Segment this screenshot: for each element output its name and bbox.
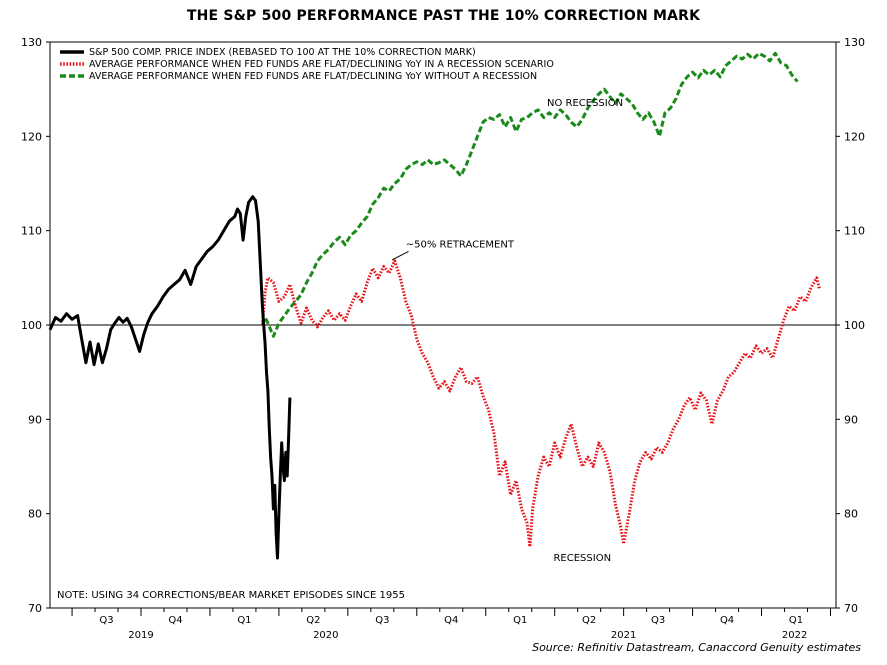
x-quarter-label: Q4 [444,615,458,626]
annotations: NO RECESSION ~50% RETRACEMENT RECESSION [391,98,623,564]
series-line-1 [260,259,821,549]
series-layer [48,51,821,560]
chart-note: NOTE: USING 34 CORRECTIONS/BEAR MARKET E… [57,590,405,601]
x-quarter-label: Q1 [237,615,251,626]
y-tick-label-right: 110 [844,225,865,238]
x-quarter-label: Q1 [513,615,527,626]
y-tick-label-right: 120 [844,130,865,143]
legend-label-0: S&P 500 COMP. PRICE INDEX (REBASED TO 10… [89,47,476,58]
x-year-label: 2021 [611,630,636,641]
x-quarter-label: Q2 [582,615,596,626]
legend-label-1: AVERAGE PERFORMANCE WHEN FED FUNDS ARE F… [89,59,554,70]
x-year-label: 2020 [313,630,338,641]
annotation-no-recession: NO RECESSION [547,98,623,109]
x-quarter-label: Q1 [789,615,803,626]
x-year-label: 2022 [782,630,807,641]
annotation-retracement: ~50% RETRACEMENT [406,240,515,251]
y-tick-label-right: 100 [844,319,865,332]
x-quarter-label: Q4 [720,615,734,626]
y-tick-label-left: 90 [28,413,42,426]
x-quarter-label: Q3 [99,615,113,626]
y-tick-label-right: 130 [844,36,865,49]
gridlines [49,41,837,609]
x-quarter-label: Q3 [375,615,389,626]
y-tick-label-left: 100 [21,319,42,332]
y-axis-right: 70 80 90 100 110 120 130 [836,36,865,615]
y-tick-label-right: 80 [844,508,858,521]
series-line-2 [260,51,799,338]
y-tick-label-left: 80 [28,508,42,521]
y-tick-label-left: 120 [21,130,42,143]
annotation-recession: RECESSION [553,553,611,564]
annotation-retracement-pointer [391,250,409,261]
y-tick-label-right: 90 [844,413,858,426]
x-quarter-label: Q3 [651,615,665,626]
x-year-label: 2019 [128,630,153,641]
chart-title: THE S&P 500 PERFORMANCE PAST THE 10% COR… [186,8,701,24]
y-tick-label-left: 130 [21,36,42,49]
y-tick-label-right: 70 [844,602,858,615]
x-quarter-label: Q2 [306,615,320,626]
y-axis-left: 70 80 90 100 110 120 130 [21,36,50,615]
y-tick-label-left: 70 [28,602,42,615]
x-axis: Q3 Q4 Q1 Q2 Q3 Q4 Q1 Q2 Q3 Q4 Q1 2019 2020 2021 2022 [71,608,831,641]
legend: S&P 500 COMP. PRICE INDEX (REBASED TO 10… [60,47,554,82]
y-tick-label-left: 110 [21,225,42,238]
legend-label-2: AVERAGE PERFORMANCE WHEN FED FUNDS ARE F… [89,71,537,82]
x-quarter-label: Q4 [168,615,182,626]
series-line-0 [48,195,292,560]
chart-source: Source: Refinitiv Datastream, Canaccord … [532,641,861,654]
